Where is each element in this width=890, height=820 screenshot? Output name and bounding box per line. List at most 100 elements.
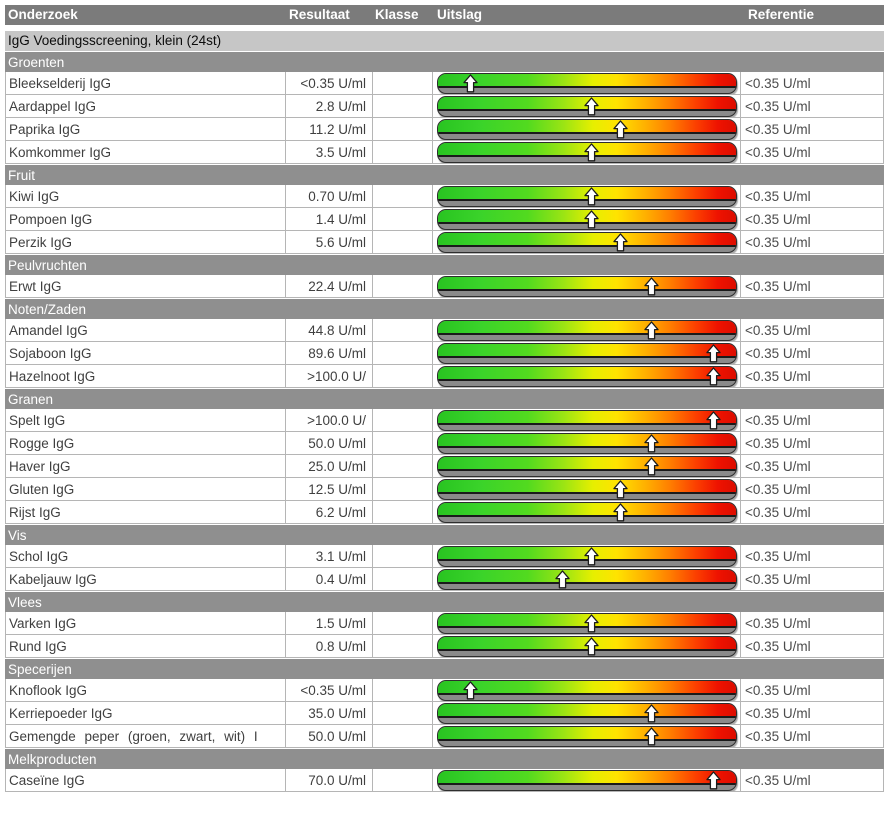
- result-value: 2.8 U/ml: [285, 95, 372, 117]
- class-value: [372, 455, 432, 477]
- gradient-fill: [438, 456, 736, 469]
- table-row: Aardappel IgG 2.8 U/ml <0.35 U/ml: [5, 95, 884, 118]
- up-arrow-icon: [705, 343, 721, 362]
- result-value: 35.0 U/ml: [285, 702, 372, 724]
- up-arrow-icon: [612, 119, 628, 138]
- gradient-scale: [437, 409, 737, 431]
- test-name: Gluten IgG: [5, 478, 285, 500]
- result-bar-cell: [432, 231, 740, 253]
- table-row: Schol IgG 3.1 U/ml <0.35 U/ml: [5, 545, 884, 568]
- gradient-scale: [437, 208, 737, 230]
- up-arrow-icon: [644, 433, 659, 452]
- reference-value: <0.35 U/ml: [740, 231, 884, 253]
- gradient-fill: [438, 569, 736, 582]
- result-value: 25.0 U/ml: [285, 455, 372, 477]
- up-arrow-icon: [612, 479, 628, 498]
- result-gradient-bar: [437, 365, 737, 387]
- result-value: 6.2 U/ml: [285, 501, 372, 523]
- class-value: [372, 545, 432, 567]
- gradient-fill: [438, 276, 736, 289]
- section-header: Melkproducten: [5, 748, 884, 769]
- result-bar-cell: [432, 635, 740, 657]
- class-value: [372, 409, 432, 431]
- table-row: Komkommer IgG 3.5 U/ml <0.35 U/ml: [5, 141, 884, 164]
- section-header: Granen: [5, 388, 884, 409]
- result-bar-cell: [432, 725, 740, 747]
- result-gradient-bar: [437, 432, 737, 454]
- reference-value: <0.35 U/ml: [740, 275, 884, 297]
- gradient-fill: [438, 703, 736, 716]
- result-value: 3.1 U/ml: [285, 545, 372, 567]
- scale-line: [438, 221, 736, 224]
- reference-value: <0.35 U/ml: [740, 455, 884, 477]
- gradient-fill: [438, 119, 736, 132]
- gradient-scale: [437, 725, 737, 747]
- gradient-scale: [437, 319, 737, 341]
- scale-line: [438, 198, 736, 201]
- class-value: [372, 769, 432, 791]
- gradient-fill: [438, 73, 736, 86]
- up-arrow-icon: [462, 73, 478, 92]
- gradient-scale: [437, 432, 737, 454]
- result-value: 1.4 U/ml: [285, 208, 372, 230]
- gradient-fill: [438, 320, 736, 333]
- reference-value: <0.35 U/ml: [740, 409, 884, 431]
- test-name: Schol IgG: [5, 545, 285, 567]
- class-value: [372, 702, 432, 724]
- section-header: Vlees: [5, 591, 884, 612]
- result-bar-cell: [432, 501, 740, 523]
- result-value: 50.0 U/ml: [285, 725, 372, 747]
- reference-value: <0.35 U/ml: [740, 342, 884, 364]
- test-name: Hazelnoot IgG: [5, 365, 285, 387]
- test-name: Erwt IgG: [5, 275, 285, 297]
- gradient-fill: [438, 770, 736, 783]
- test-name: Paprika IgG: [5, 118, 285, 140]
- gradient-scale: [437, 455, 737, 477]
- reference-value: <0.35 U/ml: [740, 319, 884, 341]
- result-gradient-bar: [437, 545, 737, 567]
- reference-value: <0.35 U/ml: [740, 118, 884, 140]
- up-arrow-icon: [644, 276, 659, 295]
- class-value: [372, 679, 432, 701]
- up-arrow-icon: [612, 502, 628, 521]
- test-name: Haver IgG: [5, 455, 285, 477]
- reference-value: <0.35 U/ml: [740, 679, 884, 701]
- result-value: 44.8 U/ml: [285, 319, 372, 341]
- result-gradient-bar: [437, 231, 737, 253]
- table-row: Hazelnoot IgG >100.0 U/ <0.35 U/ml: [5, 365, 884, 388]
- gradient-scale: [437, 501, 737, 523]
- result-value: 89.6 U/ml: [285, 342, 372, 364]
- gradient-fill: [438, 726, 736, 739]
- result-gradient-bar: [437, 118, 737, 140]
- scale-line: [438, 288, 736, 291]
- result-bar-cell: [432, 95, 740, 117]
- table-row: Kiwi IgG 0.70 U/ml <0.35 U/ml: [5, 185, 884, 208]
- up-arrow-icon: [555, 569, 571, 588]
- gradient-fill: [438, 680, 736, 693]
- result-gradient-bar: [437, 702, 737, 724]
- class-value: [372, 432, 432, 454]
- result-value: 3.5 U/ml: [285, 141, 372, 163]
- reference-value: <0.35 U/ml: [740, 545, 884, 567]
- result-bar-cell: [432, 409, 740, 431]
- reference-value: <0.35 U/ml: [740, 185, 884, 207]
- up-arrow-icon: [584, 186, 599, 205]
- test-name: Kerriepoeder IgG: [5, 702, 285, 724]
- result-value: >100.0 U/: [285, 409, 372, 431]
- result-bar-cell: [432, 72, 740, 94]
- section-header: Noten/Zaden: [5, 298, 884, 319]
- class-value: [372, 725, 432, 747]
- result-gradient-bar: [437, 95, 737, 117]
- gradient-scale: [437, 769, 737, 791]
- reference-value: <0.35 U/ml: [740, 769, 884, 791]
- gradient-scale: [437, 478, 737, 500]
- result-gradient-bar: [437, 612, 737, 634]
- column-header-resultaat: Resultaat: [289, 7, 350, 22]
- table-row: Pompoen IgG 1.4 U/ml <0.35 U/ml: [5, 208, 884, 231]
- up-arrow-icon: [644, 456, 659, 475]
- up-arrow-icon: [584, 142, 599, 161]
- gradient-fill: [438, 343, 736, 356]
- gradient-scale: [437, 95, 737, 117]
- gradient-scale: [437, 365, 737, 387]
- result-gradient-bar: [437, 72, 737, 94]
